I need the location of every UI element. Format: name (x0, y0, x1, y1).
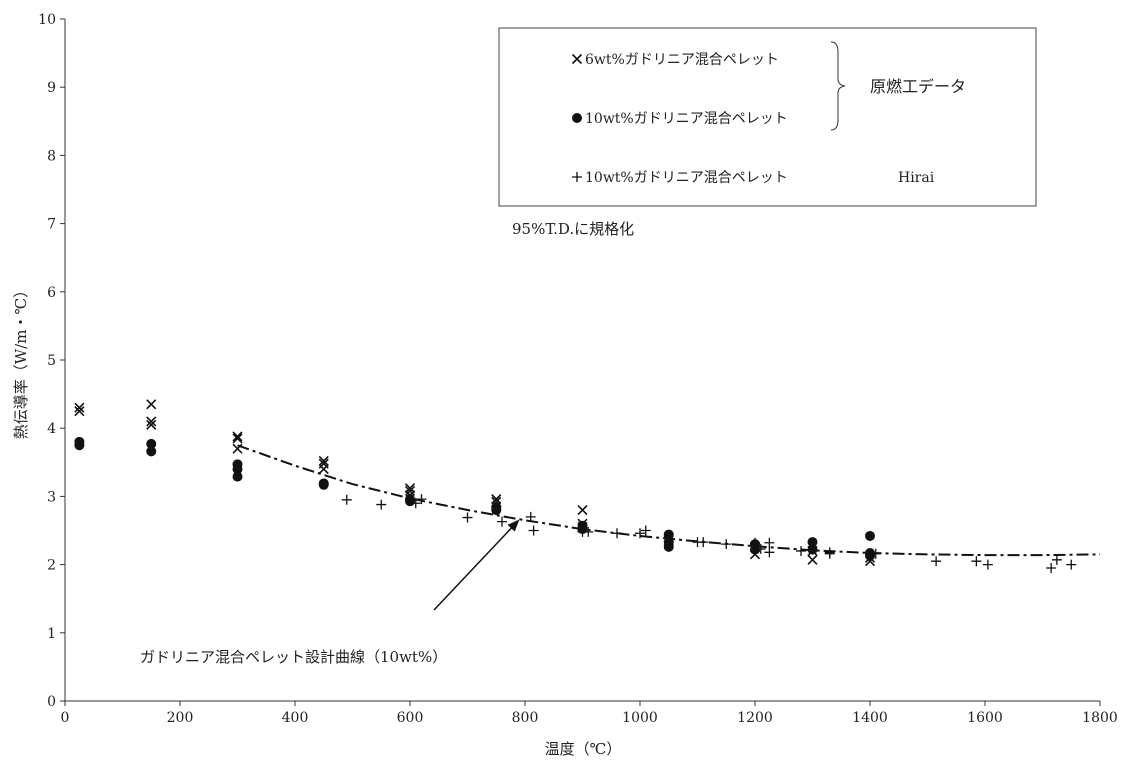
6wt-point (146, 416, 157, 427)
y-tick-label: 3 (47, 489, 56, 505)
legend-item-2-label: 10wt%ガドリニア混合ペレット (585, 111, 788, 127)
hirai-point (721, 539, 732, 550)
10wt-point (146, 438, 157, 449)
legend-box (498, 27, 1037, 207)
hirai-point (640, 525, 651, 536)
y-tick-label: 1 (47, 626, 56, 642)
hirai-point (971, 556, 982, 567)
y-tick-label: 7 (47, 217, 56, 233)
hirai-point (410, 498, 421, 509)
6wt-point (74, 406, 85, 417)
6wt-point (232, 431, 243, 442)
6wt-point (232, 433, 243, 444)
6wt-point (232, 443, 243, 454)
legend-6wt-marker (571, 53, 583, 65)
hirai-point (583, 526, 594, 537)
6wt-point (74, 402, 85, 413)
hirai-point (341, 494, 352, 505)
y-tick-label: 10 (38, 12, 56, 28)
hirai-point (931, 556, 942, 567)
points-group (74, 399, 1077, 574)
hirai-point (755, 543, 766, 554)
y-tick-label: 5 (47, 353, 56, 369)
6wt-point (146, 399, 157, 410)
x-tick-label: 400 (282, 710, 309, 726)
hirai-point (824, 547, 835, 558)
10wt-point (750, 544, 760, 555)
6wt-point (146, 419, 157, 430)
10wt-point (491, 505, 502, 516)
10wt-point (865, 530, 875, 541)
hirai-point (764, 537, 775, 548)
hirai-point (796, 545, 806, 556)
x-tick-label: 1400 (852, 710, 888, 726)
hirai-point (525, 511, 536, 522)
10wt-point (318, 479, 329, 490)
hirai-point (982, 559, 993, 570)
hirai-point (612, 528, 622, 539)
axes-group: 0 200 400 600 800 1000 1200 1400 1600 1800 0 1 2 3 4 5 6… (38, 12, 1118, 726)
legend-item-1-label: 6wt%ガドリニア混合ペレット (585, 52, 779, 68)
hirai-point (698, 537, 709, 548)
design-curve-group (237, 444, 1101, 611)
normalization-note: 95%T.D.に規格化 (512, 220, 634, 238)
legend-hirai-label: Hirai (898, 170, 935, 186)
legend-brace (830, 41, 846, 131)
6wt-point (577, 504, 588, 516)
legend-group: 6wt%ガドリニア混合ペレット 10wt%ガドリニア混合ペレット 10wt%ガド… (498, 27, 1037, 207)
10wt-point (146, 446, 157, 457)
legend-hirai-marker (572, 172, 582, 182)
legend-item-3-label: 10wt%ガドリニア混合ペレット (585, 170, 788, 186)
legend-10wt-marker (572, 113, 582, 123)
x-tick-label: 200 (167, 710, 194, 726)
x-tick-label: 1800 (1082, 710, 1118, 726)
6wt-point (318, 455, 329, 467)
10wt-point (807, 537, 818, 548)
x-tick-label: 800 (512, 710, 539, 726)
6wt-point (318, 464, 329, 475)
x-tick-label: 1200 (737, 710, 773, 726)
x-axis-label: 温度（℃） (545, 740, 622, 758)
hirai-point (497, 516, 507, 527)
10wt-point (865, 550, 875, 561)
6wt-point (807, 554, 818, 565)
x-tick-label: 1600 (967, 710, 1003, 726)
legend-group-label: 原燃工データ (870, 77, 966, 96)
curve-annotation-arrow (433, 519, 520, 611)
hirai-point (870, 548, 881, 559)
10wt-point (405, 496, 415, 507)
hirai-point (750, 537, 760, 548)
hirai-point (416, 494, 427, 505)
y-axis-label: 熱伝導率（W/m・℃） (12, 283, 30, 439)
hirai-point (1046, 563, 1057, 574)
y-tick-label: 6 (47, 285, 56, 301)
y-tick-label: 9 (47, 80, 56, 96)
y-tick-label: 4 (47, 421, 56, 437)
x-tick-label: 0 (61, 710, 70, 726)
10wt-point (232, 471, 243, 482)
hirai-point (376, 499, 387, 510)
hirai-point (1051, 554, 1062, 565)
hirai-point (1066, 559, 1077, 570)
10wt-point (74, 440, 85, 451)
10wt-point (663, 529, 674, 540)
x-tick-label: 600 (397, 710, 424, 726)
6wt-point (491, 494, 502, 505)
hirai-point (528, 525, 539, 536)
curve-annotation-label: ガドリニア混合ペレット設計曲線（10wt%） (140, 648, 447, 666)
hirai-point (764, 547, 775, 558)
6wt-point (404, 485, 416, 497)
y-tick-label: 0 (47, 694, 56, 710)
10wt-point (807, 544, 818, 555)
x-tick-label: 1000 (622, 710, 658, 726)
10wt-point (232, 464, 243, 475)
hirai-point (635, 528, 645, 539)
y-tick-label: 8 (47, 148, 56, 164)
10wt-point (663, 541, 674, 552)
y-tick-label: 2 (47, 558, 56, 574)
hirai-point (462, 512, 473, 523)
